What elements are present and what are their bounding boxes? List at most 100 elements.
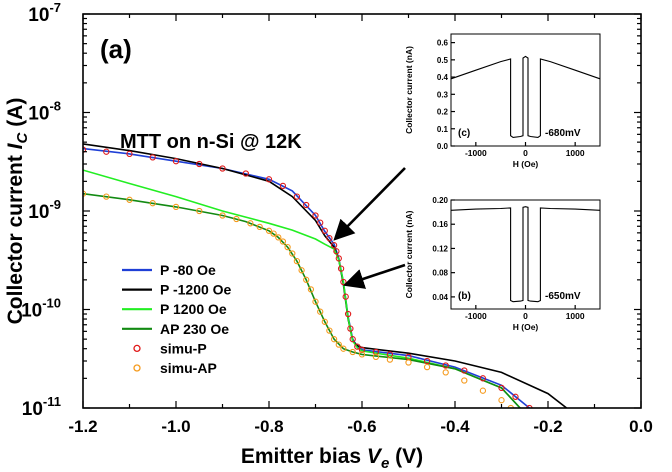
series-simu-ap-point	[423, 363, 431, 371]
legend-swatch-marker	[133, 344, 141, 353]
legend-label: P 1200 Oe	[160, 301, 227, 317]
legend-label: AP 230 Oe	[160, 321, 229, 337]
series-simu-p-point	[312, 212, 319, 219]
inset-x-tick-label: 1000	[566, 311, 585, 321]
series-simu-ap-point	[270, 230, 277, 237]
series-simu-ap-point	[358, 351, 366, 358]
x-axis-label-var: V	[367, 445, 383, 468]
y-axis-label-text: Collector current	[4, 149, 27, 324]
y-tick-exp: -7	[49, 0, 61, 15]
inset-x-tick-label: 0	[523, 311, 528, 321]
series-simu-p-point	[498, 384, 505, 392]
x-tick-label: 0.0	[629, 417, 653, 436]
main-series	[83, 143, 568, 408]
annotation-text: MTT on n-Si @ 12K	[120, 131, 302, 153]
series-simu-p-point	[461, 367, 468, 374]
y-tick-base: 10	[28, 104, 49, 125]
y-tick-label: 10-9	[28, 197, 61, 223]
series-simu-p-point	[196, 160, 203, 168]
series-simu-ap-point	[233, 215, 240, 223]
y-tick-exp: -8	[49, 99, 61, 114]
y-axis-label-sub: C	[14, 131, 31, 143]
inset-y-tick-label: 0.12	[432, 244, 448, 253]
series-simu-ap-point	[103, 193, 110, 200]
arrow-to-main-upper	[333, 167, 406, 241]
series-simu-p-point	[479, 375, 487, 382]
series-simu-ap-point	[405, 359, 412, 366]
y-tick-label: 10-7	[28, 0, 61, 26]
inset-x-axis-label: H (Oe)	[513, 322, 539, 332]
y-tick-exp: -9	[49, 197, 61, 212]
inset-y-tick-label: 0.4	[437, 73, 449, 82]
inset-x-tick-label: 1000	[566, 148, 585, 158]
x-axis-label-unit: (V)	[389, 445, 423, 468]
series-simu-p-point	[326, 235, 333, 242]
annotation-arrows	[333, 167, 406, 289]
inset-y-tick-label: 0.1	[437, 125, 449, 134]
series-simu-ap-point	[293, 257, 301, 265]
series-simu-p-point	[335, 255, 342, 262]
series-simu-p-point	[172, 158, 180, 165]
series-simu-ap-point	[219, 212, 226, 219]
inset-x-tick-label: -1000	[465, 148, 487, 158]
series-ap-230-oe-line	[83, 192, 521, 408]
inset-x-tick-label: 0	[523, 148, 528, 158]
series-simu-ap-point	[479, 387, 487, 394]
inset-series-line	[450, 55, 601, 138]
series-simu-ap-point	[289, 250, 296, 257]
series-p-1200-oe-line	[83, 169, 521, 408]
series-simu-p-point	[149, 154, 156, 161]
inset-y-tick-label: 0.5	[437, 56, 449, 65]
series-simu-ap-point	[265, 227, 273, 234]
legend-swatch-marker	[133, 364, 141, 372]
legend-label: P -80 Oe	[160, 262, 216, 278]
inset-y-tick-label: 0.6	[437, 39, 449, 48]
series-simu-ap-point	[317, 308, 324, 315]
x-axis-label-sub: e	[381, 455, 389, 472]
legend-label: simu-AP	[160, 360, 217, 376]
y-axis-label-unit: (A)	[4, 98, 27, 133]
inset-plot-b: -1000 0 1000 0.04 0.08 0.12 0.16 0.20 H (Oe) Coll…	[404, 196, 601, 332]
series-simu-p-point	[317, 219, 324, 226]
y-axis-label: Collector current IC (A)	[4, 98, 31, 325]
series-simu-p-point	[354, 343, 361, 350]
series-simu-p-point	[321, 227, 328, 234]
x-tick-label: -0.8	[254, 417, 283, 436]
y-tick-base: 10	[28, 5, 49, 26]
series-simu-p-point	[103, 148, 110, 155]
main-plot: -1.2 -1.0 -0.8 -0.6 -0.4 -0.2 0.010-1110-1010-…	[4, 0, 653, 472]
series-simu-p-point	[442, 362, 449, 369]
series-simu-p-point	[242, 170, 249, 177]
series-simu-p-point	[219, 165, 226, 172]
x-axis-label-text: Emitter bias	[241, 445, 367, 468]
inset-panel-label: (b)	[458, 291, 471, 302]
series-simu-p-point	[344, 310, 352, 318]
series-simu-p-point	[342, 293, 349, 300]
series-simu-ap-point	[196, 207, 203, 215]
series-simu-p-point	[330, 242, 338, 249]
inset-x-axis-label: H (Oe)	[513, 159, 539, 169]
series-simu-ap-point	[149, 200, 156, 207]
y-tick-label: 10-11	[22, 394, 61, 420]
series-simu-p-point	[303, 201, 310, 209]
legend-label: P -1200 Oe	[160, 282, 232, 298]
inset-y-tick-label: 0.3	[437, 90, 449, 99]
series-simu-ap-point	[172, 203, 180, 211]
inset-y-tick-label: 0.2	[437, 108, 449, 117]
series-simu-ap-point	[335, 341, 342, 348]
series-simu-ap-point	[330, 336, 338, 343]
series-simu-ap-point	[303, 276, 310, 283]
series-simu-ap-point	[298, 267, 305, 274]
inset-background	[451, 34, 600, 146]
y-tick-exp: -11	[43, 394, 61, 409]
y-tick-exp: -10	[42, 296, 61, 311]
arrow-to-main-lower	[343, 263, 406, 289]
series-simu-p-point	[512, 393, 519, 400]
y-tick-base: 10	[22, 399, 43, 420]
series-simu-ap-point	[498, 397, 505, 404]
inset-background	[451, 200, 600, 309]
series-simu-ap-point	[275, 234, 282, 241]
series-simu-p-point	[265, 176, 273, 183]
x-tick-label: -1.0	[161, 417, 190, 436]
